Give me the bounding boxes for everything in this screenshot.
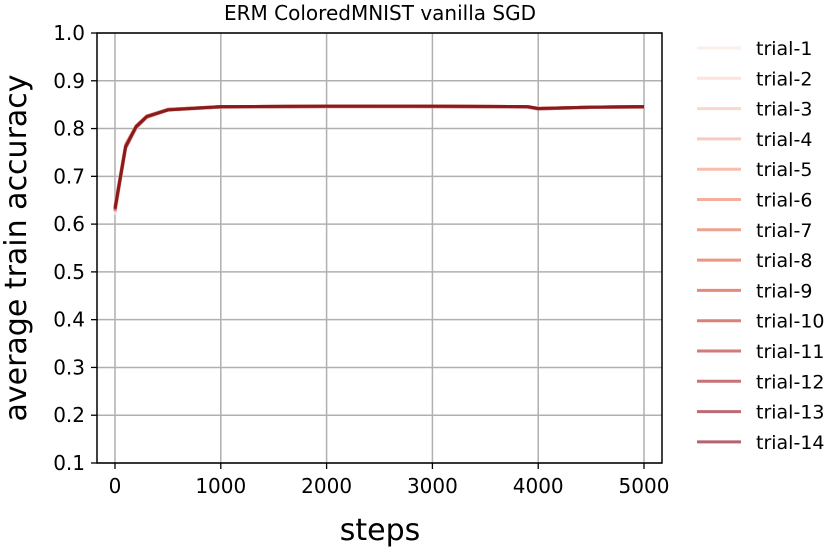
- plot-frame: [96, 32, 663, 464]
- legend-label-trial-7: trial-7: [756, 220, 812, 242]
- legend-label-trial-14: trial-14: [756, 432, 825, 454]
- legend-label-trial-5: trial-5: [756, 159, 812, 181]
- y-tick-label: 0.7: [53, 164, 85, 188]
- x-tick-label: 3000: [407, 474, 458, 498]
- y-tick-label: 0.4: [53, 308, 85, 332]
- legend-label-trial-9: trial-9: [756, 280, 812, 302]
- x-axis-label: steps: [340, 513, 421, 548]
- x-tick-label: 5000: [619, 474, 670, 498]
- series-line-trial-10: [113, 105, 645, 212]
- series-line-trial-11: [113, 104, 645, 208]
- y-tick-label: 0.2: [53, 403, 85, 427]
- y-tick-label: 0.6: [53, 212, 85, 236]
- series-line-trial-14: [113, 105, 645, 211]
- series-line-trial-12: [113, 104, 644, 210]
- x-tick-label: 1000: [195, 474, 246, 498]
- x-tick-label: 4000: [513, 474, 564, 498]
- series-line-trial-4: [113, 104, 645, 206]
- series-line-trial-1: [113, 105, 645, 215]
- series-line-trial-6: [113, 104, 645, 210]
- legend-label-trial-4: trial-4: [756, 129, 812, 151]
- legend-label-trial-11: trial-11: [756, 341, 825, 363]
- y-tick-label: 0.8: [53, 117, 85, 141]
- x-tick-label: 2000: [301, 474, 352, 498]
- y-tick-label: 0.3: [53, 355, 85, 379]
- chart-title: ERM ColoredMNIST vanilla SGD: [224, 1, 536, 25]
- y-tick-label: 1.0: [53, 21, 85, 45]
- series-line-trial-7: [113, 104, 645, 207]
- x-tick-label: 0: [109, 474, 122, 498]
- series-line-trial-3: [113, 104, 644, 208]
- y-axis-label: average train accuracy: [0, 74, 34, 421]
- y-tick-label: 0.1: [53, 451, 85, 475]
- y-ticks: 0.1 0.2 0.3 0.4 0.5 0.6 0.7 0.8 0.9 1.0: [53, 21, 97, 475]
- legend-label-trial-12: trial-12: [756, 371, 825, 393]
- legend-label-trial-3: trial-3: [756, 99, 812, 121]
- grid: [97, 32, 662, 464]
- legend-label-trial-10: trial-10: [756, 311, 825, 333]
- legend-label-trial-6: trial-6: [756, 190, 812, 212]
- series-line-trial-8: [113, 105, 644, 211]
- series-line-trial-13: [113, 104, 645, 209]
- legend-label-trial-8: trial-8: [756, 250, 812, 272]
- mean-line: [113, 104, 645, 210]
- series-line-trial-5: [113, 105, 645, 213]
- series-line-trial-9: [113, 104, 645, 209]
- legend-label-trial-13: trial-13: [756, 402, 825, 424]
- x-ticks: 0 1000 2000 3000 4000 5000: [109, 463, 670, 498]
- legend: trial-1 trial-2 trial-3 trial-4 trial-5 trial…: [697, 38, 825, 454]
- y-tick-label: 0.5: [53, 260, 85, 284]
- legend-label-trial-1: trial-1: [756, 38, 812, 60]
- series-lines: [113, 104, 645, 215]
- series-line-trial-2: [113, 104, 645, 211]
- y-tick-label: 0.9: [53, 69, 85, 93]
- legend-label-trial-2: trial-2: [756, 68, 812, 90]
